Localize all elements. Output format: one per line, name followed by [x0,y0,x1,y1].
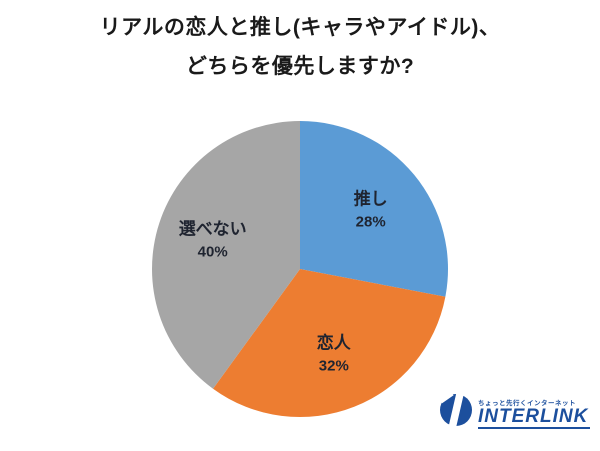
slice-percent-1: 32% [319,357,349,374]
slice-label-1: 恋人 [317,332,352,352]
interlink-logo-text: ちょっと先行くインターネット INTERLINK [478,390,590,429]
interlink-globe-icon [440,390,472,435]
slice-label-0: 推し [354,189,388,209]
chart-title-line1: リアルの恋人と推し(キャラやアイドル)、 [99,16,501,39]
chart-title: リアルの恋人と推し(キャラやアイドル)、 どちらを優先しますか? [0,8,600,86]
slice-label-2: 選べない [179,220,247,239]
slice-percent-0: 28% [356,214,386,231]
chart-title-line2: どちらを優先しますか? [185,55,415,78]
pie-slice-2 [152,121,300,389]
pie-slice-1 [213,269,446,417]
pie-slice-0 [300,121,449,297]
logo-name: INTERLINK [478,406,589,427]
interlink-logo: ちょっと先行くインターネット INTERLINK [438,390,590,436]
slice-percent-2: 40% [198,244,228,261]
logo-tagline: ちょっと先行くインターネット [478,400,576,407]
